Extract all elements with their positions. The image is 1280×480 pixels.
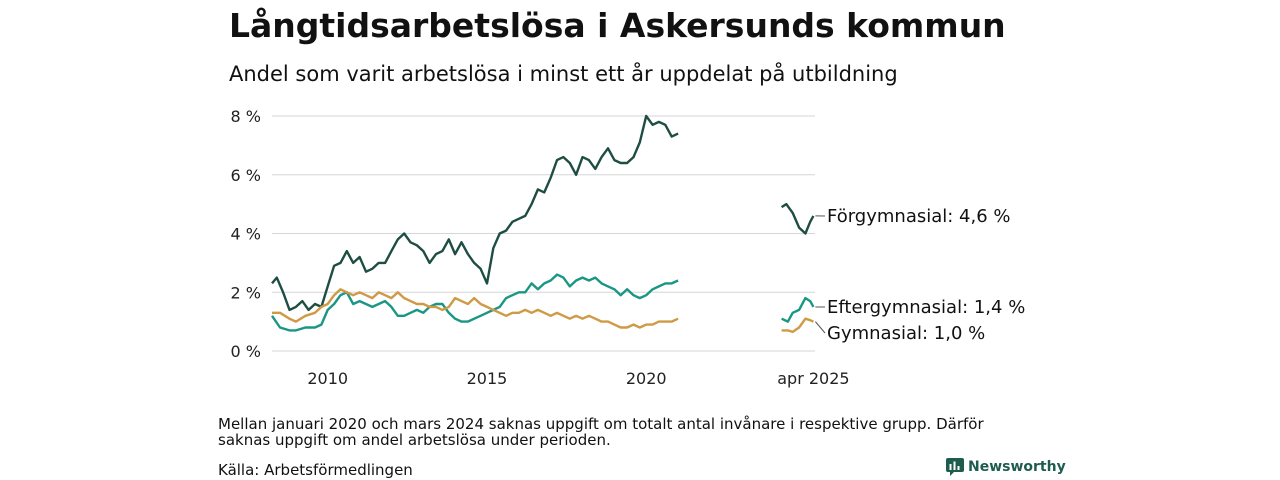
y-tick-label: 4 % (231, 225, 261, 244)
chart-title: Långtidsarbetslösa i Askersunds kommun (229, 6, 1006, 45)
series-line (272, 288, 679, 329)
y-tick-label: 0 % (231, 342, 261, 361)
series-line (271, 273, 679, 332)
series-line (781, 296, 815, 323)
brand-logo: Newsworthy (946, 458, 1066, 476)
chart-subtitle: Andel som varit arbetslösa i minst ett å… (229, 62, 898, 86)
series-end-label: Förgymnasial: 4,6 % (827, 206, 1011, 227)
series-line (780, 202, 815, 235)
x-axis-ticks: 2010 2015 2020 apr 2025 (307, 369, 849, 388)
series-end-label: Eftergymnasial: 1,4 % (827, 297, 1025, 318)
y-axis-ticks: 0 % 2 % 4 % 6 % 8 % (231, 107, 261, 361)
x-tick-label: 2015 (467, 369, 508, 388)
x-tick-label: 2010 (307, 369, 348, 388)
end-labels: Förgymnasial: 4,6 % Eftergymnasial: 1,4 %… (815, 206, 1025, 344)
x-tick-label: 2020 (626, 369, 667, 388)
brand-name: Newsworthy (968, 459, 1066, 475)
label-leader-line (815, 321, 826, 334)
footnote: Mellan januari 2020 och mars 2024 saknas… (218, 415, 984, 449)
x-tick-label: apr 2025 (777, 369, 849, 388)
source-text: Källa: Arbetsförmedlingen (218, 461, 413, 479)
series-lines (271, 114, 815, 334)
grid-lines (272, 115, 815, 352)
series-line (781, 317, 814, 334)
y-tick-label: 2 % (231, 283, 261, 302)
series-line (271, 114, 679, 312)
newsworthy-icon (946, 458, 964, 476)
y-tick-label: 6 % (231, 166, 261, 185)
series-end-label: Gymnasial: 1,0 % (827, 323, 985, 344)
y-tick-label: 8 % (231, 107, 261, 126)
line-chart: 0 % 2 % 4 % 6 % 8 % 2010 2015 2020 apr 2025 För… (231, 107, 1026, 388)
